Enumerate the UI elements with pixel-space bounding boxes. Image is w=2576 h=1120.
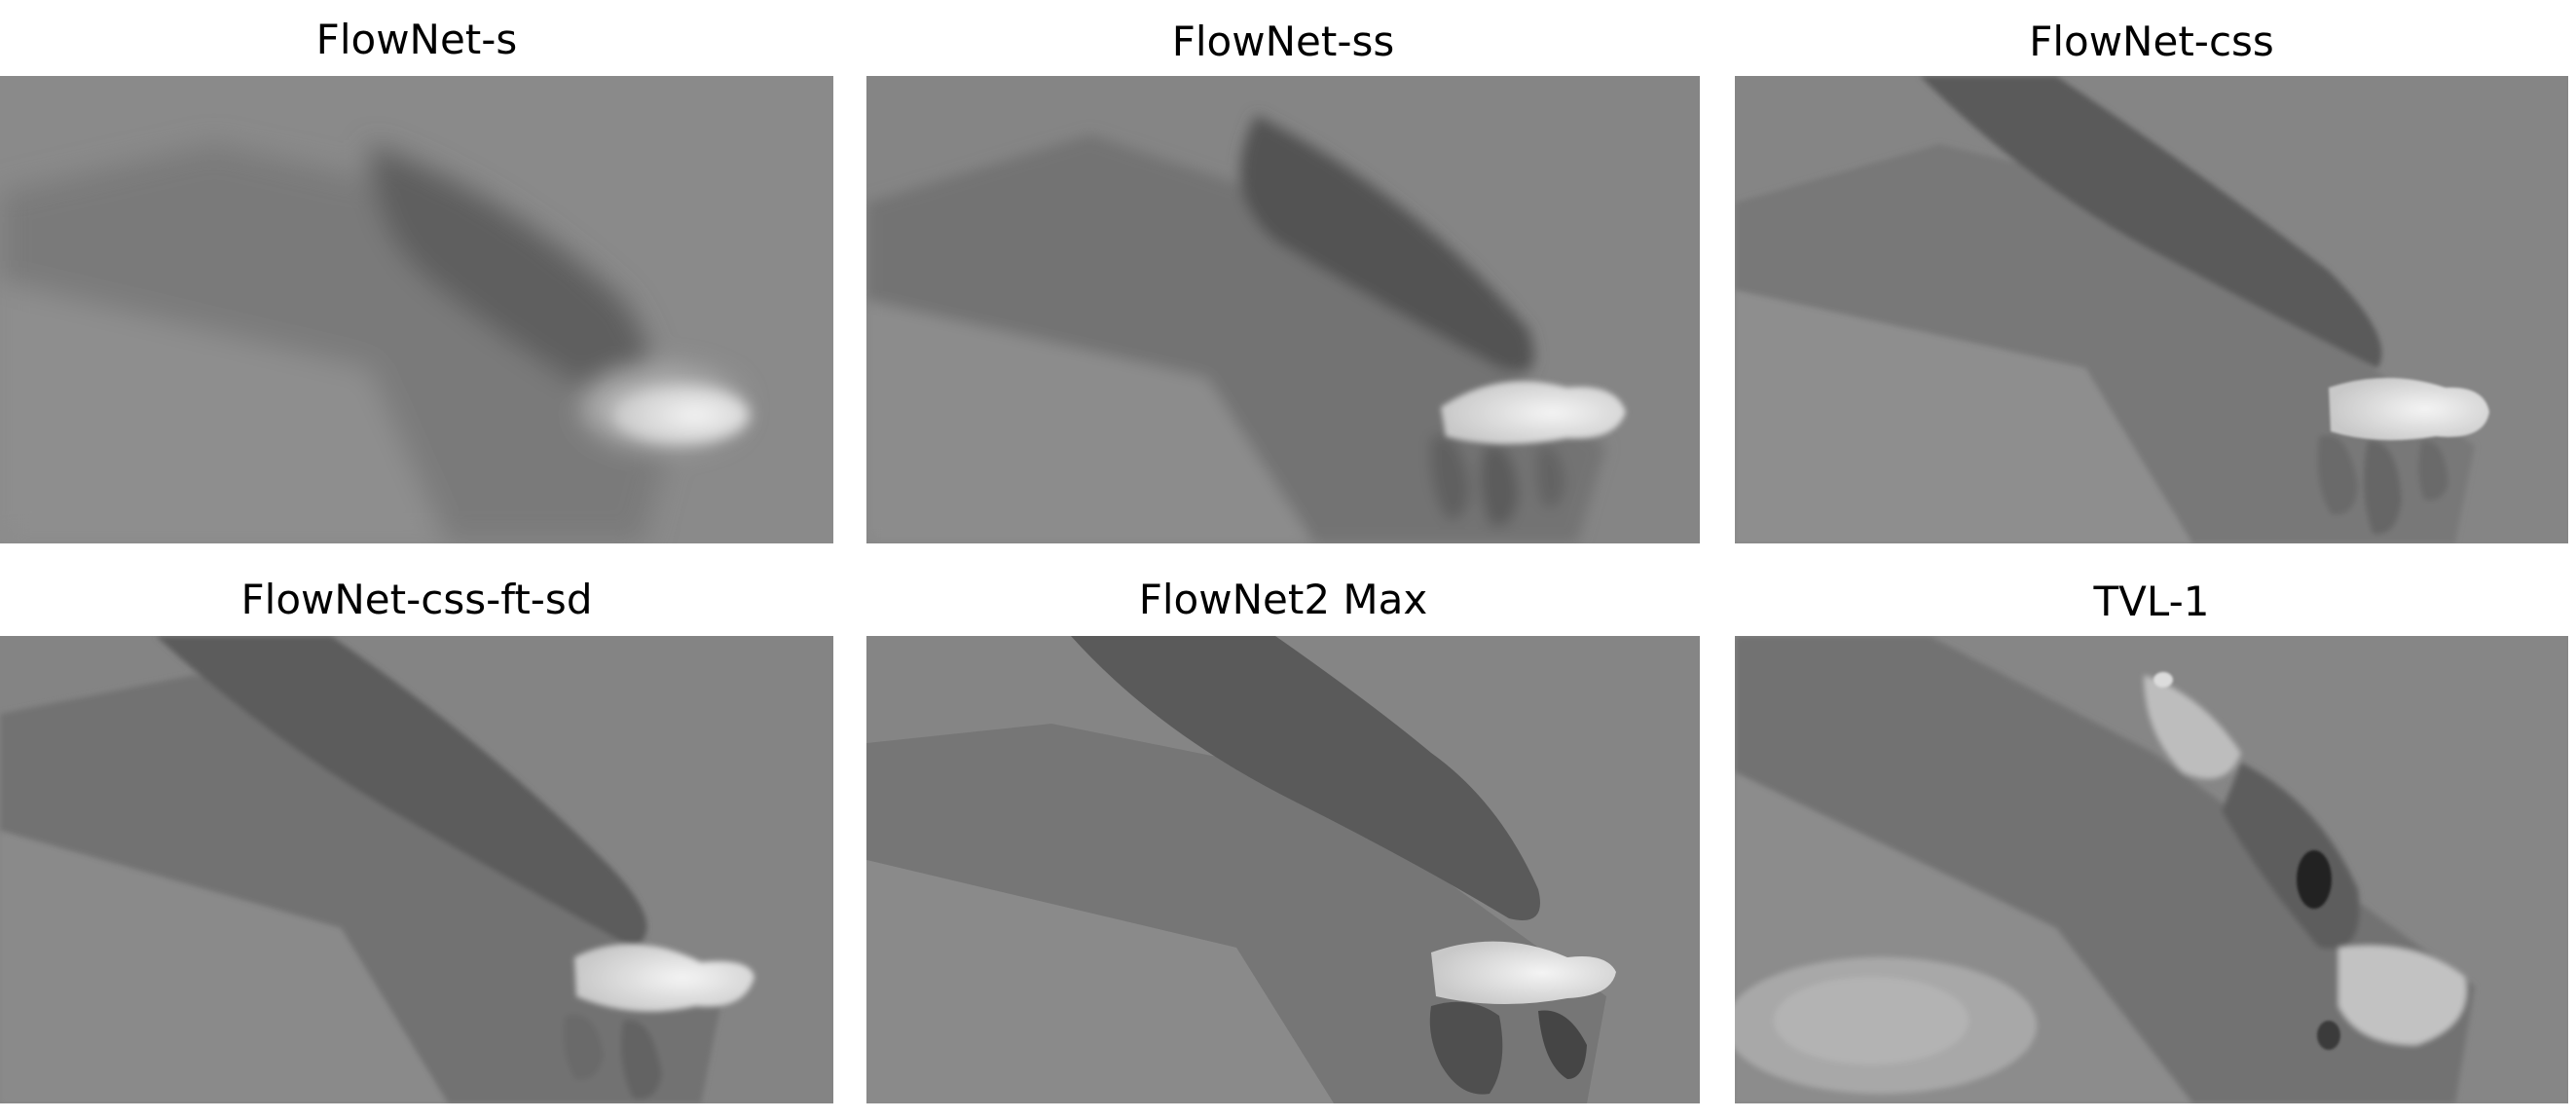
panel-title: FlowNet-css-ft-sd bbox=[240, 576, 593, 623]
panel-title: FlowNet-ss bbox=[1171, 18, 1395, 65]
flow-image bbox=[1735, 76, 2568, 543]
panel-title: FlowNet-css bbox=[2029, 18, 2274, 65]
flow-image bbox=[866, 76, 1700, 543]
panel-flownet-s: FlowNet-s bbox=[0, 0, 833, 545]
flow-image bbox=[0, 636, 833, 1103]
panel-flownet2-max: FlowNet2 Max bbox=[866, 560, 1700, 1105]
panel-tvl-1: TVL-1 bbox=[1735, 560, 2568, 1105]
flow-image bbox=[866, 636, 1700, 1103]
panel-title: TVL-1 bbox=[2093, 578, 2210, 625]
panel-title: FlowNet2 Max bbox=[1138, 576, 1428, 623]
flow-image bbox=[0, 76, 833, 543]
panel-flownet-css: FlowNet-css bbox=[1735, 0, 2568, 545]
panel-flownet-css-ft-sd: FlowNet-css-ft-sd bbox=[0, 560, 833, 1105]
flow-image bbox=[1735, 636, 2568, 1103]
panel-flownet-ss: FlowNet-ss bbox=[866, 0, 1700, 545]
panel-title: FlowNet-s bbox=[315, 16, 518, 63]
